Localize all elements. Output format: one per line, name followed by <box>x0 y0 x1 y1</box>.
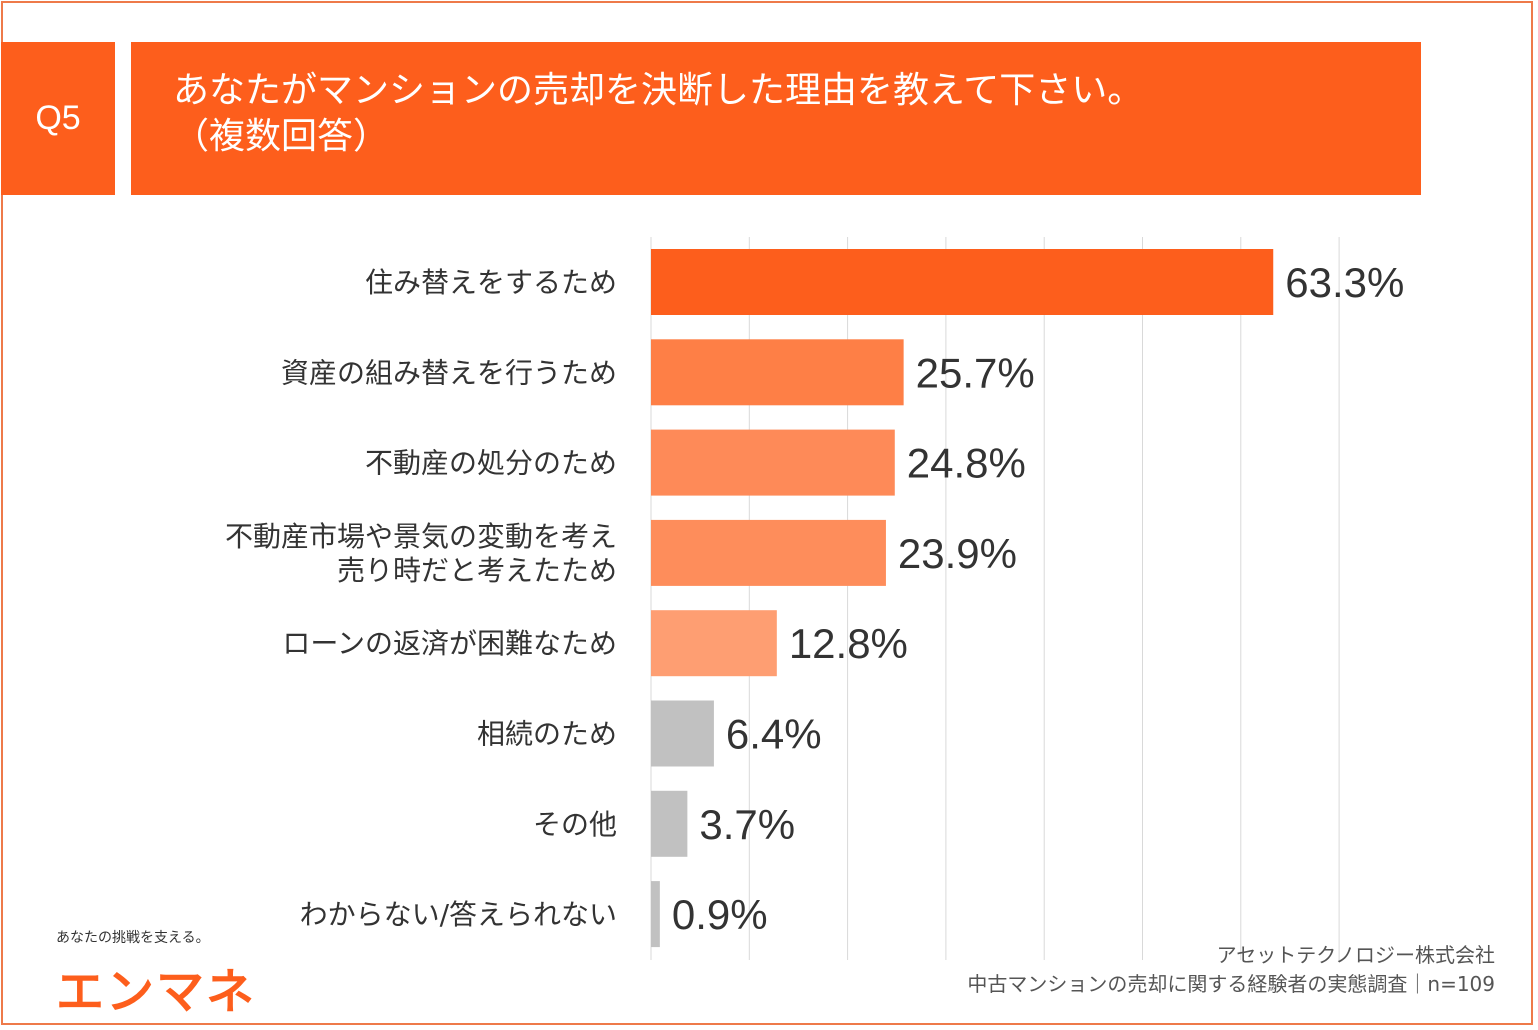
category-label: 住み替えをするため <box>365 266 617 299</box>
bar <box>651 881 660 948</box>
category-label: 売り時だと考えたため <box>337 554 617 587</box>
bar <box>651 339 904 406</box>
bar-value-label: 3.7% <box>699 801 795 848</box>
bar <box>651 610 777 677</box>
category-label: 不動産の処分のため <box>365 447 617 480</box>
logo: エンマネ <box>56 964 257 1020</box>
bar <box>651 700 714 767</box>
logo-tagline: あなたの挑戦を支える。 <box>56 930 210 946</box>
bar-value-label: 23.9% <box>898 530 1017 577</box>
question-title: あなたがマンションの売却を決断した理由を教えて下さい。 （複数回答） <box>173 70 1144 157</box>
question-badge: Q5 <box>1 42 115 195</box>
bar-value-label: 12.8% <box>789 620 908 667</box>
source-company: アセットテクノロジー株式会社 <box>1216 943 1495 967</box>
bar-value-label: 0.9% <box>672 891 768 938</box>
category-label: 不動産市場や景気の変動を考え <box>225 520 617 553</box>
category-label: 相続のため <box>477 718 617 751</box>
category-label: ローンの返済が困難なため <box>282 627 617 660</box>
bar <box>651 519 886 586</box>
bar <box>651 429 895 496</box>
bar-value-label: 25.7% <box>916 349 1035 396</box>
category-label: わからない/答えられない <box>300 898 617 931</box>
bar <box>651 790 688 857</box>
bar-value-label: 63.3% <box>1285 259 1404 306</box>
source-note: アセットテクノロジー株式会社 中古マンションの売却に関する経験者の実態調査｜n=… <box>967 941 1495 999</box>
bar-value-label: 6.4% <box>726 711 822 758</box>
category-label: 資産の組み替えを行うため <box>281 356 617 389</box>
source-survey: 中古マンションの売却に関する経験者の実態調査｜n=109 <box>967 972 1495 996</box>
bar-value-label: 24.8% <box>907 440 1026 487</box>
category-label: その他 <box>533 808 617 841</box>
question-banner: あなたがマンションの売却を決断した理由を教えて下さい。 （複数回答） <box>131 42 1421 195</box>
bar <box>651 249 1274 315</box>
